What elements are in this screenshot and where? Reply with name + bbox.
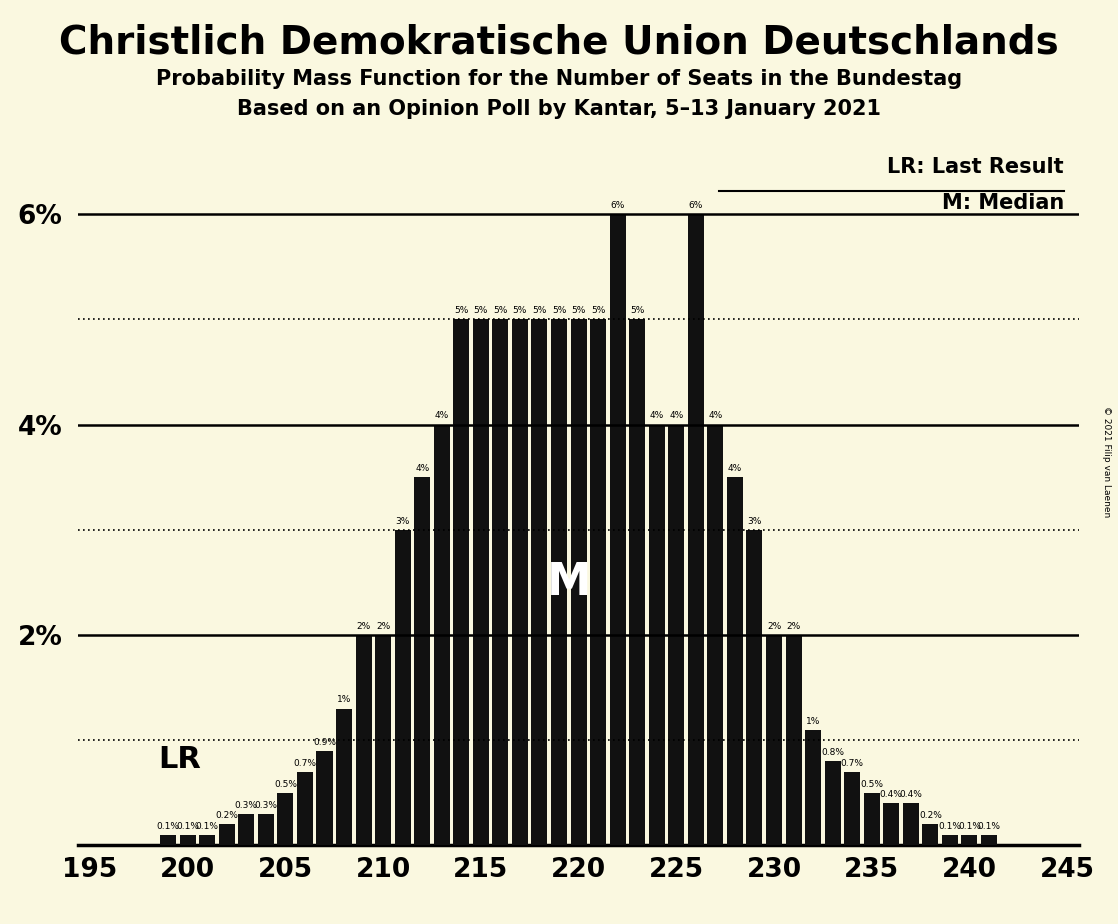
Bar bbox=[356, 635, 371, 845]
Text: 0.5%: 0.5% bbox=[860, 780, 883, 789]
Bar bbox=[903, 803, 919, 845]
Text: 4%: 4% bbox=[708, 411, 722, 420]
Bar bbox=[277, 793, 293, 845]
Text: 0.1%: 0.1% bbox=[157, 821, 180, 831]
Text: 4%: 4% bbox=[650, 411, 664, 420]
Bar bbox=[708, 425, 723, 845]
Bar bbox=[648, 425, 665, 845]
Text: 4%: 4% bbox=[670, 411, 683, 420]
Bar bbox=[531, 320, 548, 845]
Bar bbox=[590, 320, 606, 845]
Bar bbox=[766, 635, 781, 845]
Text: 5%: 5% bbox=[532, 306, 547, 315]
Text: 0.1%: 0.1% bbox=[177, 821, 199, 831]
Text: 0.1%: 0.1% bbox=[977, 821, 1001, 831]
Bar bbox=[747, 529, 762, 845]
Text: 0.7%: 0.7% bbox=[841, 759, 864, 768]
Text: 3%: 3% bbox=[747, 517, 761, 526]
Bar bbox=[414, 477, 430, 845]
Bar bbox=[512, 320, 528, 845]
Text: 2%: 2% bbox=[786, 622, 800, 631]
Text: 0.4%: 0.4% bbox=[880, 790, 902, 799]
Bar bbox=[337, 709, 352, 845]
Text: 5%: 5% bbox=[474, 306, 489, 315]
Bar bbox=[492, 320, 509, 845]
Text: 3%: 3% bbox=[396, 517, 410, 526]
Text: 5%: 5% bbox=[591, 306, 605, 315]
Bar bbox=[376, 635, 391, 845]
Text: Based on an Opinion Poll by Kantar, 5–13 January 2021: Based on an Opinion Poll by Kantar, 5–13… bbox=[237, 99, 881, 119]
Text: 0.3%: 0.3% bbox=[255, 801, 277, 809]
Text: 0.7%: 0.7% bbox=[293, 759, 316, 768]
Bar bbox=[434, 425, 449, 845]
Text: 5%: 5% bbox=[552, 306, 566, 315]
Bar bbox=[961, 835, 977, 845]
Text: 5%: 5% bbox=[493, 306, 508, 315]
Bar bbox=[669, 425, 684, 845]
Text: Christlich Demokratische Union Deutschlands: Christlich Demokratische Union Deutschla… bbox=[59, 23, 1059, 61]
Text: 2%: 2% bbox=[357, 622, 371, 631]
Bar bbox=[883, 803, 899, 845]
Text: 0.5%: 0.5% bbox=[274, 780, 297, 789]
Bar bbox=[609, 214, 626, 845]
Bar bbox=[238, 814, 254, 845]
Text: LR: LR bbox=[159, 745, 201, 773]
Text: 4%: 4% bbox=[415, 464, 429, 473]
Text: 0.8%: 0.8% bbox=[821, 748, 844, 757]
Text: 2%: 2% bbox=[376, 622, 390, 631]
Text: Probability Mass Function for the Number of Seats in the Bundestag: Probability Mass Function for the Number… bbox=[155, 69, 963, 90]
Bar bbox=[786, 635, 802, 845]
Bar bbox=[570, 320, 587, 845]
Text: 0.2%: 0.2% bbox=[216, 811, 238, 821]
Text: 0.9%: 0.9% bbox=[313, 737, 337, 747]
Bar bbox=[160, 835, 177, 845]
Text: 5%: 5% bbox=[513, 306, 527, 315]
Text: M: M bbox=[547, 561, 591, 604]
Text: 0.1%: 0.1% bbox=[196, 821, 219, 831]
Text: 0.4%: 0.4% bbox=[899, 790, 922, 799]
Text: 4%: 4% bbox=[728, 464, 742, 473]
Bar bbox=[980, 835, 997, 845]
Text: 0.1%: 0.1% bbox=[938, 821, 961, 831]
Text: 0.1%: 0.1% bbox=[958, 821, 980, 831]
Text: 1%: 1% bbox=[337, 696, 351, 704]
Text: 6%: 6% bbox=[689, 201, 703, 210]
Text: 5%: 5% bbox=[631, 306, 644, 315]
Bar bbox=[258, 814, 274, 845]
Bar bbox=[688, 214, 704, 845]
Bar bbox=[199, 835, 216, 845]
Text: © 2021 Filip van Laenen: © 2021 Filip van Laenen bbox=[1102, 407, 1111, 517]
Text: 1%: 1% bbox=[806, 716, 821, 725]
Text: 4%: 4% bbox=[435, 411, 449, 420]
Bar bbox=[727, 477, 743, 845]
Bar bbox=[453, 320, 470, 845]
Text: 5%: 5% bbox=[454, 306, 468, 315]
Bar bbox=[473, 320, 489, 845]
Bar bbox=[297, 772, 313, 845]
Bar bbox=[219, 824, 235, 845]
Text: 6%: 6% bbox=[610, 201, 625, 210]
Text: M: Median: M: Median bbox=[941, 193, 1064, 213]
Bar bbox=[395, 529, 410, 845]
Bar bbox=[180, 835, 196, 845]
Bar bbox=[844, 772, 860, 845]
Text: 2%: 2% bbox=[767, 622, 781, 631]
Text: LR: Last Result: LR: Last Result bbox=[888, 157, 1064, 177]
Bar bbox=[629, 320, 645, 845]
Bar bbox=[551, 320, 567, 845]
Text: 0.2%: 0.2% bbox=[919, 811, 941, 821]
Bar bbox=[864, 793, 880, 845]
Bar bbox=[922, 824, 938, 845]
Bar bbox=[316, 751, 332, 845]
Text: 5%: 5% bbox=[571, 306, 586, 315]
Bar bbox=[941, 835, 958, 845]
Text: 0.3%: 0.3% bbox=[235, 801, 258, 809]
Bar bbox=[825, 761, 841, 845]
Bar bbox=[805, 730, 821, 845]
